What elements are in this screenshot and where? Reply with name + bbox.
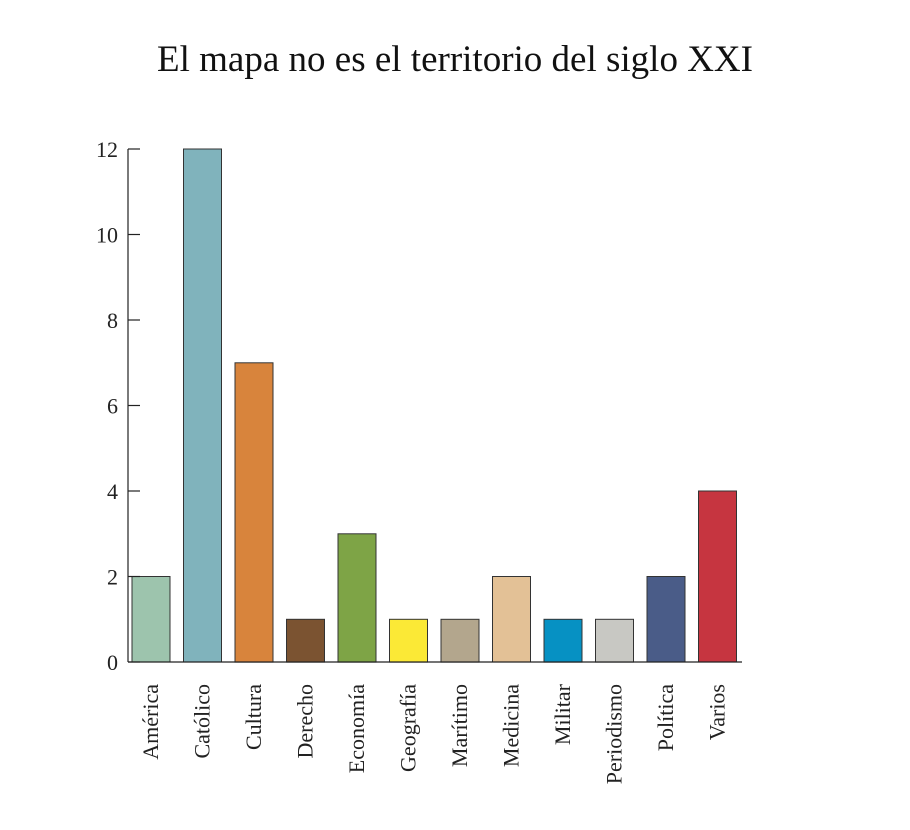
bar-maritimo (440, 618, 480, 663)
category-label: Militar (550, 683, 575, 745)
bar-cultura (234, 362, 274, 663)
y-tick-label: 0 (107, 650, 118, 675)
category-label: Geografía (396, 684, 421, 772)
category-label: Economía (344, 684, 369, 773)
category-label: Marítimo (447, 684, 472, 767)
bar-medicina (492, 576, 531, 663)
bar-varios (698, 490, 737, 663)
bar-economia (337, 533, 377, 663)
category-label: Medicina (499, 684, 524, 767)
bar-militar (543, 618, 583, 663)
y-axis: 0 2 4 6 8 10 12 (96, 137, 140, 675)
category-label: Derecho (293, 684, 318, 759)
y-tick-label: 2 (107, 565, 118, 590)
category-label: América (138, 684, 163, 760)
category-label: Política (653, 684, 678, 751)
y-tick-label: 4 (107, 479, 118, 504)
bar-derecho (286, 618, 325, 663)
category-label: Cultura (241, 684, 266, 750)
y-tick-label: 6 (107, 394, 118, 419)
category-label: Periodismo (602, 684, 627, 784)
category-label: Varios (705, 684, 730, 740)
y-tick-label: 8 (107, 308, 118, 333)
chart-title: El mapa no es el territorio del siglo XX… (157, 39, 753, 80)
y-tick-label: 12 (96, 137, 118, 162)
y-tick-label: 10 (96, 223, 118, 248)
bar-politica (646, 576, 686, 663)
bars-group (131, 148, 737, 663)
category-label: Católico (190, 684, 215, 759)
bar-geografia (389, 618, 428, 663)
bar-america (131, 576, 171, 663)
category-labels: América Católico Cultura Derecho Economía Geo… (138, 683, 730, 784)
bar-catolico (183, 148, 222, 663)
bar-periodismo (595, 618, 634, 663)
